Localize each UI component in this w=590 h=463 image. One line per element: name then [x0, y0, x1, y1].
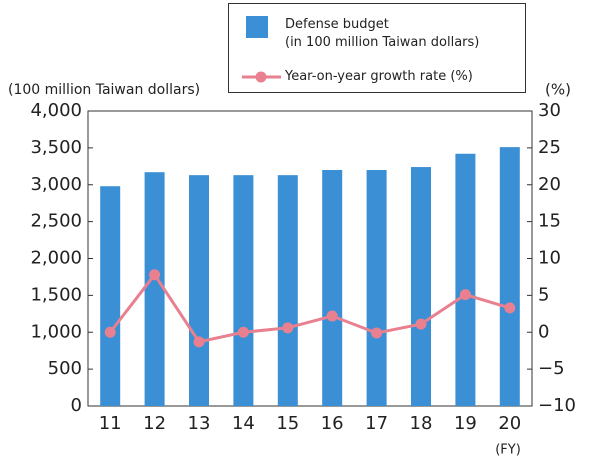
bar	[100, 186, 121, 406]
y-tick-label: 1,500	[30, 284, 82, 305]
x-tick-label: 15	[276, 413, 299, 434]
x-axis-label: (FY)	[495, 443, 521, 458]
x-tick-label: 19	[454, 413, 477, 434]
line-marker	[415, 318, 427, 330]
bar	[277, 175, 298, 406]
bar	[189, 175, 209, 406]
legend-item: Defense budget (in 100 million Taiwan do…	[229, 16, 479, 52]
x-tick-label: 18	[410, 413, 433, 434]
y-tick-label: 2,000	[30, 248, 82, 269]
line-marker	[459, 289, 471, 301]
x-tick-label: 13	[188, 413, 211, 434]
bar	[411, 167, 431, 406]
line-marker	[282, 322, 294, 334]
line-marker	[104, 326, 116, 338]
legend-label: Defense budget (in 100 million Taiwan do…	[285, 17, 480, 50]
y-tick-label: 4,000	[30, 100, 82, 121]
y2-tick-label: −10	[538, 395, 576, 416]
y-axis-label: (100 million Taiwan dollars)	[8, 82, 200, 98]
line-marker	[237, 326, 249, 338]
bar	[322, 170, 343, 406]
x-tick-label: 20	[498, 413, 521, 434]
y2-tick-label: 25	[538, 137, 561, 158]
x-tick-label: 11	[99, 413, 122, 434]
legend-item: Year-on-year growth rate (%)	[229, 66, 473, 88]
bar	[499, 147, 520, 406]
bar	[455, 153, 476, 406]
bar	[233, 175, 254, 406]
line	[109, 272, 511, 344]
x-tick-label: 16	[321, 413, 344, 434]
line-marker	[326, 310, 338, 322]
x-tick-label: 12	[143, 413, 166, 434]
legend-swatch	[242, 71, 281, 83]
line-marker	[149, 269, 161, 281]
line-marker	[504, 302, 516, 314]
y-tick-label: 0	[71, 395, 82, 416]
x-tick-label: 14	[232, 413, 255, 434]
y2-tick-label: 20	[538, 174, 561, 195]
bar	[144, 172, 165, 406]
legend-swatch-box	[246, 16, 268, 38]
y-tick-label: 3,500	[30, 137, 82, 158]
y-tick-label: 500	[48, 358, 82, 379]
y2-axis-label: (%)	[545, 81, 571, 99]
y-tick-label: 1,000	[30, 321, 82, 342]
y2-tick-label: −5	[538, 358, 565, 379]
y2-tick-label: 0	[538, 321, 549, 342]
line-marker	[371, 327, 383, 339]
legend-label: Year-on-year growth rate (%)	[285, 69, 473, 84]
y2-tick-label: 10	[538, 248, 561, 269]
y-tick-label: 2,500	[30, 211, 82, 232]
y2-tick-label: 5	[538, 284, 549, 305]
y2-tick-label: 15	[538, 211, 561, 232]
legend: Defense budget (in 100 million Taiwan do…	[228, 3, 526, 93]
line-marker	[193, 336, 205, 348]
y2-tick-label: 30	[538, 100, 561, 121]
x-tick-label: 17	[365, 413, 388, 434]
legend-swatch	[246, 16, 268, 38]
legend-swatch-marker	[255, 71, 267, 83]
bar	[366, 170, 387, 406]
y-tick-label: 3,000	[30, 174, 82, 195]
